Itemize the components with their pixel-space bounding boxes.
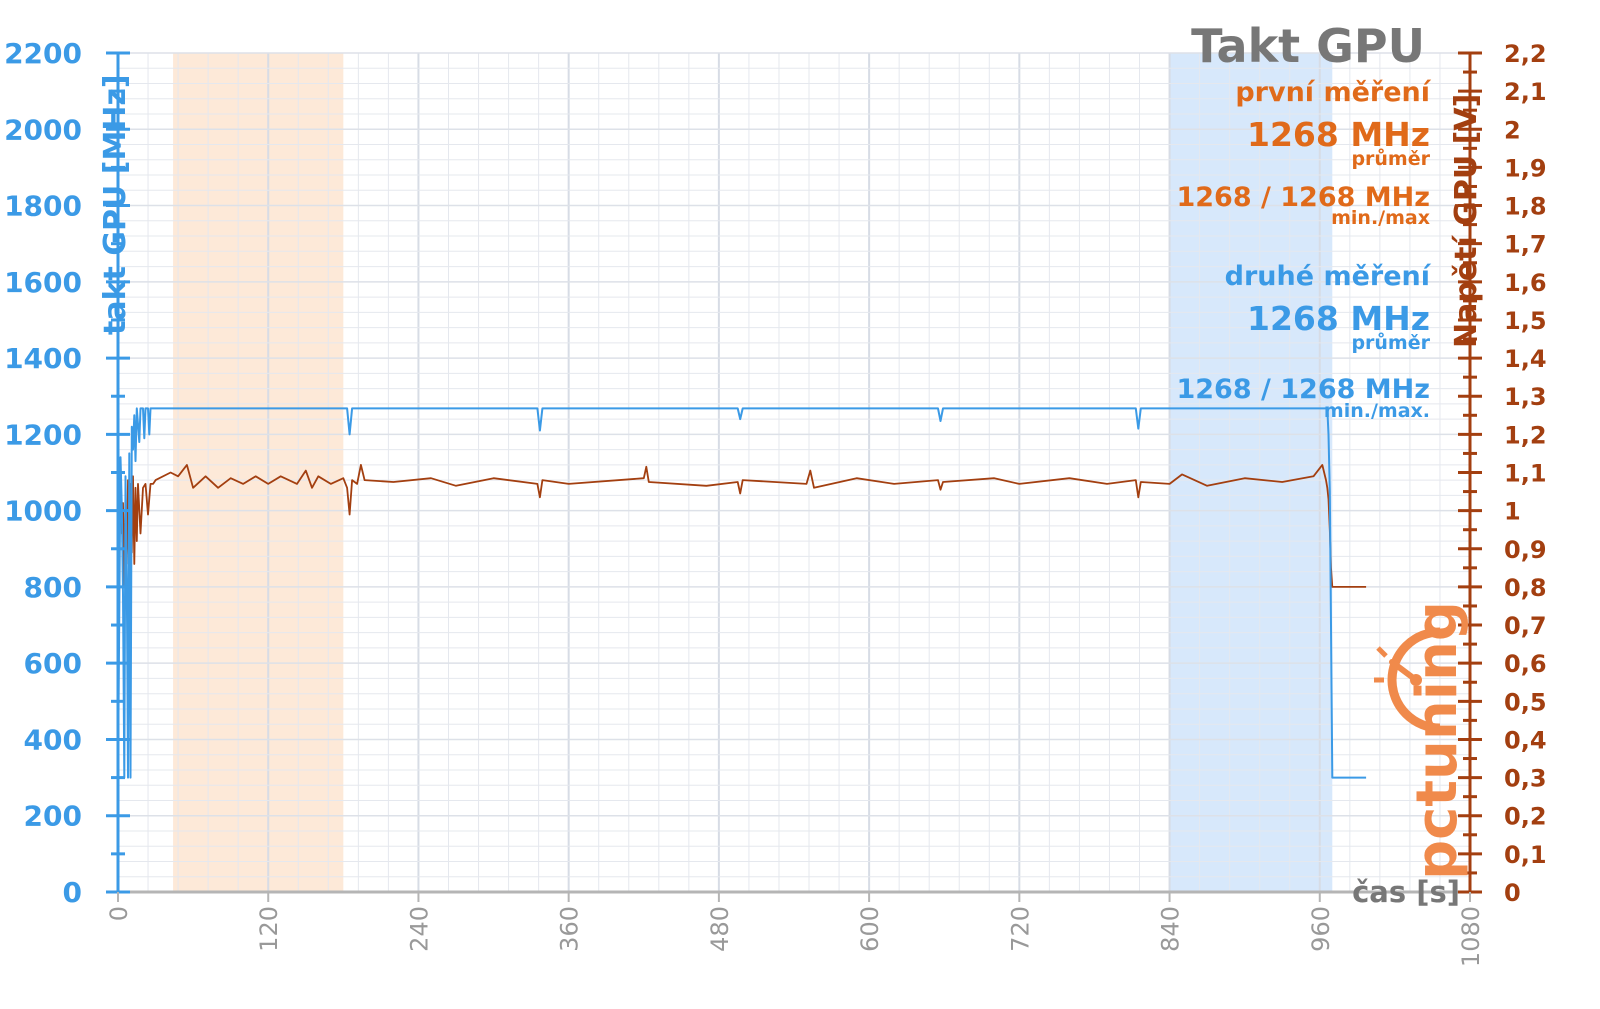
y-right-tick-label: 1 (1504, 498, 1521, 526)
y-right-tick-label: 1,9 (1504, 154, 1547, 182)
axes (106, 51, 1482, 902)
y-left-tick-label: 800 (24, 571, 82, 604)
y-right-tick-label: 0,8 (1504, 574, 1547, 602)
series-line-voltage (117, 463, 1367, 588)
stopwatch-icon (1374, 627, 1441, 733)
y-right-tick-label: 0,6 (1504, 650, 1547, 678)
legend-second-minmax: 1268 / 1268 MHz (1176, 374, 1430, 405)
y-left-tick-label: 1800 (4, 190, 82, 223)
y-right-tick-label: 1,5 (1504, 307, 1547, 335)
y-right-tick-label: 0,3 (1504, 765, 1547, 793)
shaded-bands (173, 53, 1333, 892)
y-right-tick-label: 0,2 (1504, 803, 1547, 831)
y-right-tick-label: 1,3 (1504, 383, 1547, 411)
legend-first-avg: 1268 MHz (1247, 115, 1430, 154)
y-right-tick-label: 1,6 (1504, 269, 1547, 297)
y-left-tick-label: 1400 (4, 342, 82, 375)
x-tick-label: 360 (556, 906, 584, 952)
y-left-tick-label: 400 (24, 723, 82, 756)
y-left-tick-label: 1600 (4, 266, 82, 299)
y-right-tick-label: 0,5 (1504, 688, 1547, 716)
y-right-tick-label: 0,1 (1504, 841, 1547, 869)
x-tick-label: 720 (1006, 906, 1034, 952)
shaded-band-blue (1169, 53, 1333, 892)
x-tick-label: 0 (105, 906, 133, 921)
y-right-axis-title: Napětí GPU [V] (1449, 94, 1484, 348)
series-line-clock (117, 407, 1367, 779)
legend-second-avg-caption: průměr (1351, 331, 1430, 354)
x-tick-label: 600 (856, 906, 884, 952)
y-right-tick-label: 1,8 (1504, 193, 1547, 221)
x-axis-title: čas [s] (1352, 875, 1460, 909)
y-right-tick-label: 0,7 (1504, 612, 1547, 640)
y-left-tick-label: 200 (24, 800, 82, 833)
legend-title: Takt GPU (1191, 19, 1425, 73)
y-right-tick-label: 2,2 (1504, 40, 1547, 68)
y-right-tick-label: 2 (1504, 116, 1521, 144)
y-right-tick-label: 1,1 (1504, 460, 1547, 488)
legend-first-minmax-caption: min./max (1331, 207, 1430, 229)
pctuning-logo: pctuning (1374, 601, 1470, 880)
y-right-tick-label: 2,1 (1504, 78, 1547, 106)
legend: Takt GPU první měření 1268 MHz průměr 12… (1176, 19, 1431, 422)
series-lines (117, 407, 1367, 779)
x-tick-label: 120 (255, 906, 283, 952)
y-right-tick-label: 1,4 (1504, 345, 1547, 373)
y-right-tick-label: 0 (1504, 879, 1521, 907)
y-left-tick-label: 1200 (4, 418, 82, 451)
y-left-tick-label: 2200 (4, 37, 82, 70)
x-tick-label: 1080 (1457, 906, 1485, 967)
tick-labels: 0200400600800100012001400160018002000220… (4, 37, 1546, 967)
x-tick-label: 840 (1157, 906, 1185, 952)
logo-text: pctuning (1405, 601, 1470, 880)
x-tick-label: 480 (706, 906, 734, 952)
y-left-tick-label: 2000 (4, 113, 82, 146)
legend-second-minmax-caption: min./max. (1324, 400, 1430, 422)
y-left-tick-label: 600 (24, 647, 82, 680)
legend-second-avg: 1268 MHz (1247, 299, 1430, 338)
y-right-tick-label: 1,7 (1504, 231, 1547, 259)
x-tick-label: 960 (1307, 906, 1335, 952)
legend-second-label: druhé měření (1225, 261, 1432, 292)
y-right-tick-label: 1,2 (1504, 421, 1547, 449)
y-right-tick-label: 0,4 (1504, 726, 1547, 754)
y-right-tick-label: 0,9 (1504, 536, 1547, 564)
legend-first-avg-caption: průměr (1351, 147, 1430, 170)
y-left-axis-title: takt GPU [MHz] (98, 74, 133, 335)
x-tick-label: 240 (405, 906, 433, 952)
y-left-tick-label: 1000 (4, 495, 82, 528)
y-left-tick-label: 0 (63, 876, 82, 909)
legend-first-minmax: 1268 / 1268 MHz (1176, 182, 1430, 213)
legend-first-label: první měření (1235, 77, 1431, 108)
shaded-band-orange (173, 53, 344, 892)
